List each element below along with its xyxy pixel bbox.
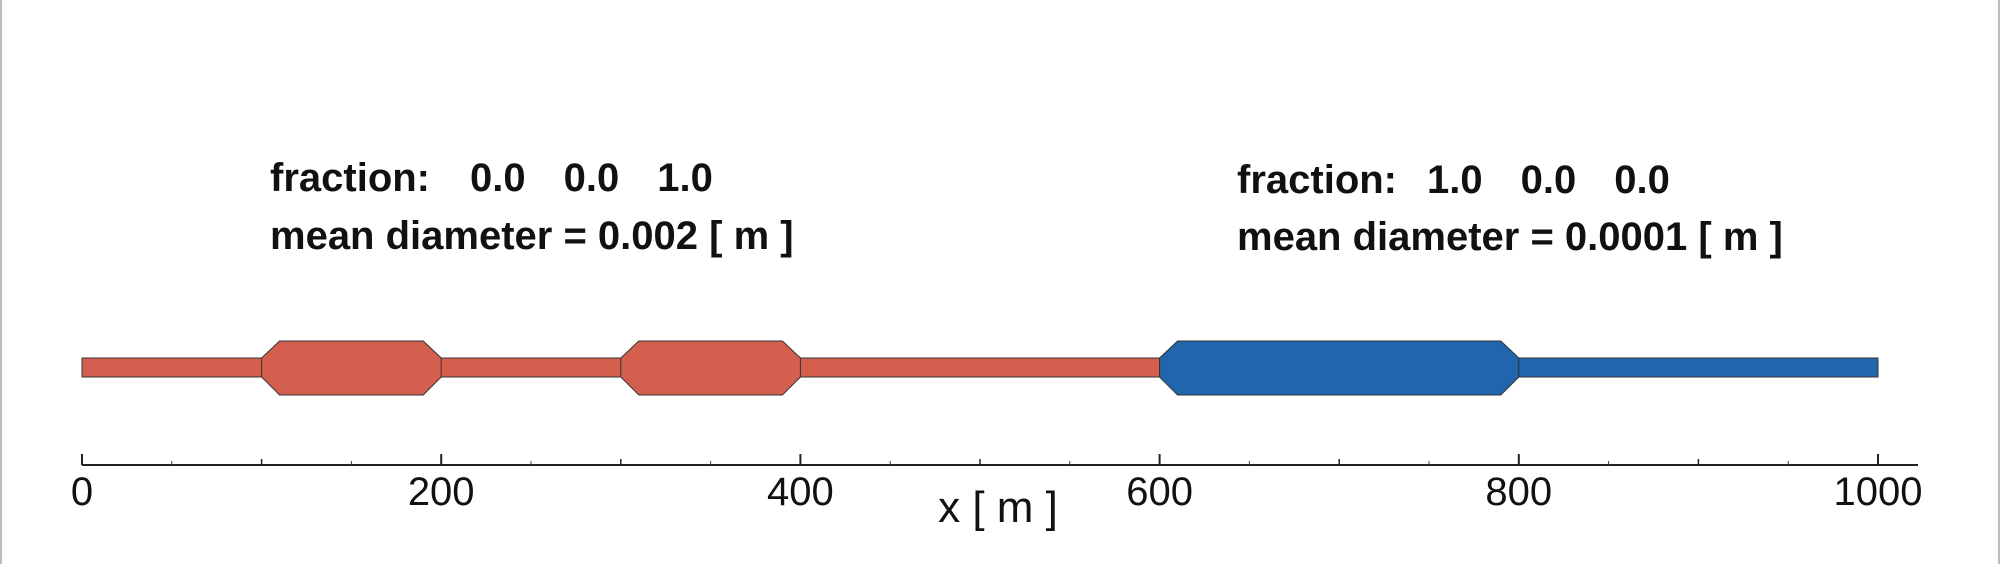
left-fraction-value-2: 0.0 bbox=[563, 156, 620, 200]
channel-domain bbox=[81, 340, 1879, 396]
right-fraction-title: fraction: bbox=[1237, 158, 1397, 202]
left-fraction-value-1: 0.0 bbox=[470, 156, 526, 200]
x-axis: 0 200 400 600 800 1000 bbox=[71, 454, 1923, 514]
right-fraction-value-1: 1.0 bbox=[1427, 158, 1483, 202]
tick-label-0: 0 bbox=[71, 470, 93, 514]
right-mean-diameter-label: mean diameter = 0.0001 [ m ] bbox=[1237, 215, 1783, 259]
left-fraction-value-3: 1.0 bbox=[657, 156, 713, 200]
tick-label-1000: 1000 bbox=[1834, 470, 1923, 514]
right-fraction-label: fraction: 1.0 0.0 0.0 bbox=[1237, 158, 1670, 203]
channel-bulge-2 bbox=[620, 340, 801, 396]
left-fraction-title: fraction: bbox=[270, 156, 430, 200]
right-fraction-value-2: 0.0 bbox=[1520, 158, 1577, 202]
channel-bulge-3 bbox=[1159, 340, 1520, 396]
right-fraction-value-3: 0.0 bbox=[1614, 158, 1670, 202]
tick-label-400: 400 bbox=[767, 470, 834, 514]
x-axis-title: x [ m ] bbox=[938, 483, 1058, 532]
left-mean-diameter-label: mean diameter = 0.002 [ m ] bbox=[270, 214, 794, 258]
tick-label-200: 200 bbox=[408, 470, 475, 514]
tick-label-800: 800 bbox=[1485, 470, 1552, 514]
left-fraction-label: fraction: 0.0 0.0 1.0 bbox=[270, 156, 713, 201]
channel-bulge-1 bbox=[261, 340, 442, 396]
tick-label-600: 600 bbox=[1126, 470, 1193, 514]
